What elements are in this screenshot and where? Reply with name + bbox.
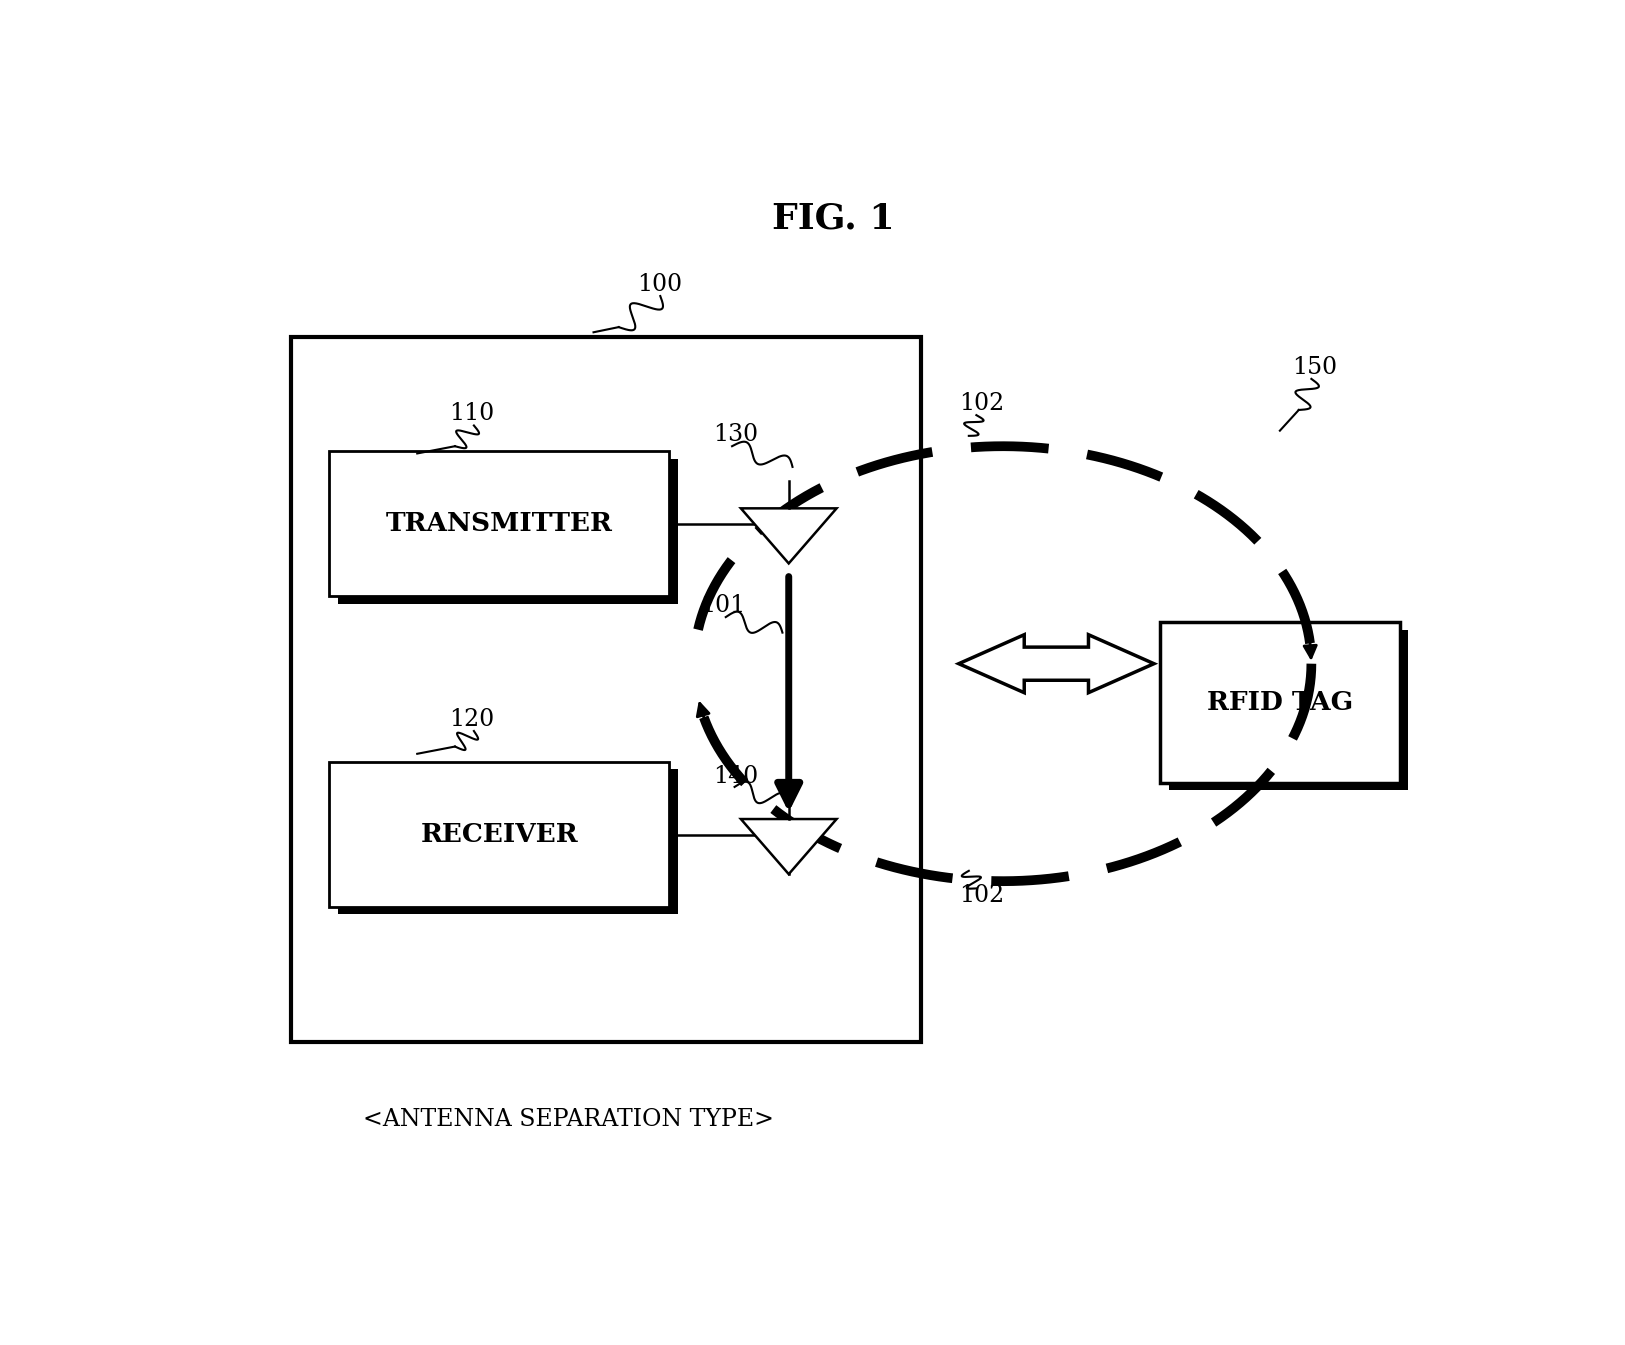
Text: RECEIVER: RECEIVER [421, 822, 578, 847]
Text: 100: 100 [637, 273, 682, 296]
Text: FIG. 1: FIG. 1 [772, 202, 894, 235]
Bar [328, 763, 670, 907]
Text: 102: 102 [959, 884, 1004, 907]
Text: 150: 150 [1292, 355, 1337, 379]
Text: TRANSMITTER: TRANSMITTER [385, 511, 613, 537]
Bar [1168, 629, 1409, 790]
Bar [338, 459, 678, 604]
Text: 120: 120 [449, 707, 494, 730]
Bar [1160, 623, 1399, 783]
Text: 130: 130 [713, 424, 759, 447]
Bar [291, 338, 921, 1042]
Text: <ANTENNA SEPARATION TYPE>: <ANTENNA SEPARATION TYPE> [362, 1108, 774, 1131]
Text: 101: 101 [700, 594, 746, 617]
Text: 102: 102 [959, 391, 1004, 416]
Bar [328, 452, 670, 596]
Text: 140: 140 [713, 765, 759, 788]
Text: RFID TAG: RFID TAG [1207, 690, 1354, 716]
Bar [338, 769, 678, 915]
Polygon shape [741, 508, 837, 564]
Polygon shape [959, 635, 1154, 693]
Text: 110: 110 [449, 402, 494, 425]
Polygon shape [741, 819, 837, 874]
